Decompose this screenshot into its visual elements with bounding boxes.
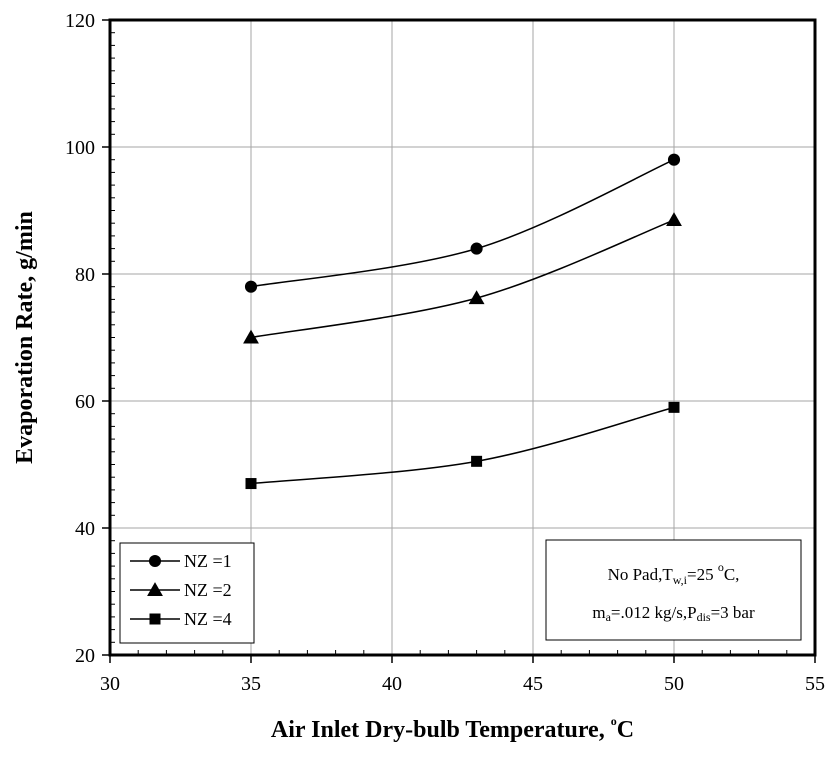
grid — [110, 20, 815, 655]
data-point — [471, 455, 483, 467]
series-line — [250, 159, 675, 288]
x-tick-label: 40 — [382, 673, 402, 695]
data-point — [470, 242, 483, 255]
x-tick-label: 45 — [523, 673, 543, 695]
y-tick-label: 120 — [65, 10, 95, 32]
data-point — [244, 280, 258, 293]
y-axis-title: Evaporation Rate, g/min — [12, 211, 38, 464]
legend-label: NZ =1 — [184, 551, 232, 571]
legend-label: NZ =2 — [184, 580, 232, 600]
legend-label: NZ =4 — [184, 609, 232, 629]
series-3 — [245, 401, 680, 490]
legend-marker — [148, 554, 162, 568]
series-1 — [244, 153, 681, 293]
x-tick-label: 30 — [100, 673, 120, 695]
legend-marker — [147, 582, 163, 596]
annotation-line-1: No Pad,Tw,i=25 oC, — [608, 560, 740, 587]
tick-labels: 30 35 40 45 50 55 20 40 60 80 100 120 — [65, 10, 825, 695]
legend: NZ =1 NZ =2 NZ =4 — [119, 542, 255, 644]
data-point — [666, 212, 682, 226]
x-tick-label: 35 — [241, 673, 261, 695]
annotation-line-2: ma=.012 kg/s,Pdis=3 bar — [592, 603, 755, 624]
y-tick-label: 100 — [65, 137, 95, 159]
data-point — [245, 478, 257, 490]
x-tick-label: 50 — [664, 673, 684, 695]
y-tick-label: 60 — [75, 391, 95, 413]
x-axis-title: Air Inlet Dry-bulb Temperature, oC — [271, 714, 634, 743]
y-tick-label: 40 — [75, 518, 95, 540]
legend-marker — [149, 613, 161, 625]
data-point — [668, 401, 680, 413]
annotation-frame — [545, 539, 802, 641]
y-tick-label: 80 — [75, 264, 95, 286]
series-2 — [243, 212, 682, 344]
series-line — [250, 406, 675, 485]
annotation-box: No Pad,Tw,i=25 oC, ma=.012 kg/s,Pdis=3 b… — [545, 539, 802, 641]
legend-frame — [119, 542, 255, 644]
series — [243, 153, 682, 490]
y-tick-label: 20 — [75, 645, 95, 667]
data-point — [468, 290, 485, 305]
data-point — [243, 329, 259, 344]
x-tick-label: 55 — [805, 673, 825, 695]
data-point — [667, 153, 681, 166]
plot-frame — [108, 18, 817, 657]
